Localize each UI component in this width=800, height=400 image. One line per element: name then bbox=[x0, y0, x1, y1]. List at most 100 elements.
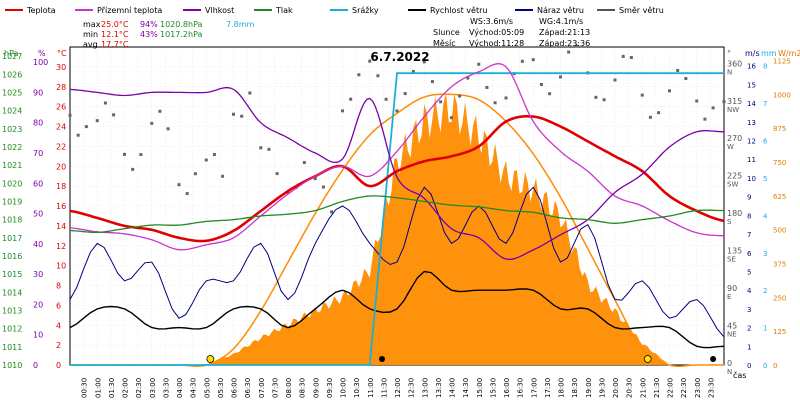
series-line-teplota bbox=[69, 115, 725, 243]
dir-letter-label: N bbox=[727, 68, 732, 76]
wm2-tick-label: 500 bbox=[773, 227, 786, 235]
wind-direction-point bbox=[485, 85, 489, 89]
c-tick-label: 28 bbox=[56, 83, 66, 92]
c-tick-label: 24 bbox=[56, 123, 66, 132]
mm-tick-label: 6 bbox=[763, 138, 768, 146]
time-tick-label: 03:30 bbox=[162, 378, 170, 398]
c-tick-label: 20 bbox=[56, 162, 66, 171]
legend-label: Směr větru bbox=[619, 6, 664, 15]
time-unit: čas bbox=[733, 370, 746, 380]
wind-direction-point bbox=[150, 121, 154, 125]
wind-direction-point bbox=[575, 44, 579, 48]
time-tick-label: 18:30 bbox=[571, 378, 579, 398]
wind-direction-point bbox=[668, 89, 671, 93]
time-tick-label: 18:00 bbox=[558, 378, 566, 398]
ms-tick-label: 16 bbox=[747, 63, 756, 71]
wm2-tick-label: 250 bbox=[773, 294, 786, 302]
solar-measured-area bbox=[70, 93, 724, 366]
moon-label: Měsíc bbox=[433, 39, 456, 48]
dir-tick-label: 270 bbox=[727, 134, 742, 143]
wm2-tick-label: 375 bbox=[773, 261, 786, 269]
c-unit: °C bbox=[57, 49, 67, 58]
ms-tick-label: 7 bbox=[747, 231, 751, 239]
time-tick-label: 04:00 bbox=[176, 378, 184, 398]
time-tick-label: 16:00 bbox=[503, 378, 511, 398]
series-line-vlhkost bbox=[69, 87, 725, 260]
wind-direction-point bbox=[123, 152, 126, 156]
time-tick-label: 21:30 bbox=[653, 378, 661, 398]
max-label: max bbox=[83, 20, 101, 29]
mm-tick-label: 7 bbox=[763, 100, 767, 108]
wind-direction-point bbox=[477, 62, 481, 66]
wm2-tick-label: 750 bbox=[773, 159, 786, 167]
wind-direction-point bbox=[648, 115, 652, 119]
mm-tick-label: 8 bbox=[763, 63, 767, 71]
wind-direction-point bbox=[232, 112, 235, 116]
c-tick-label: 2 bbox=[56, 341, 61, 350]
pct-unit: % bbox=[38, 49, 46, 58]
min-temp: 12.1°C bbox=[101, 30, 129, 39]
pct-tick-label: 20 bbox=[33, 300, 43, 309]
ms-tick-label: 4 bbox=[747, 287, 752, 295]
wind-direction-point bbox=[559, 75, 562, 79]
time-tick-label: 04:30 bbox=[190, 378, 198, 398]
dir-tick-label: 315 bbox=[727, 97, 742, 106]
dir-tick-label: 135 bbox=[727, 247, 742, 256]
wm2-tick-label: 1000 bbox=[773, 91, 791, 99]
wm2-tick-label: 1125 bbox=[773, 58, 791, 66]
hpa-tick-label: 1010 bbox=[2, 361, 22, 370]
wind-direction-point bbox=[384, 97, 388, 101]
axis-ticks: 1027102610251024102310221021102010191018… bbox=[2, 52, 791, 398]
mm-tick-label: 0 bbox=[763, 362, 767, 370]
pct-tick-label: 30 bbox=[33, 270, 43, 279]
wind-direction-point bbox=[594, 95, 598, 99]
ms-tick-label: 2 bbox=[747, 325, 751, 333]
mm-unit: mm bbox=[761, 49, 777, 58]
legend-label: Náraz větru bbox=[537, 6, 584, 15]
time-tick-label: 10:30 bbox=[353, 378, 361, 398]
ms-tick-label: 3 bbox=[747, 306, 751, 314]
time-tick-label: 06:30 bbox=[244, 378, 252, 398]
axis-units: hPa % °C ° m/s mm W/m2 čas bbox=[4, 49, 800, 380]
mm-tick-label: 3 bbox=[763, 250, 767, 258]
time-tick-label: 20:00 bbox=[612, 378, 620, 398]
wind-direction-point bbox=[368, 59, 372, 63]
legend-label: Srážky bbox=[352, 6, 379, 15]
dir-letter-label: SW bbox=[727, 181, 738, 189]
time-tick-label: 09:00 bbox=[312, 378, 320, 398]
hpa-tick-label: 1022 bbox=[2, 143, 22, 152]
wind-direction-point bbox=[422, 60, 426, 64]
moonset-marker bbox=[710, 356, 717, 362]
wind-direction-point bbox=[567, 50, 571, 54]
moonrise-marker bbox=[379, 356, 386, 362]
hpa-tick-label: 1019 bbox=[2, 197, 22, 206]
time-tick-label: 08:30 bbox=[299, 378, 307, 398]
pct-tick-label: 70 bbox=[33, 149, 43, 158]
mm-tick-label: 2 bbox=[763, 287, 767, 295]
ms-tick-label: 11 bbox=[747, 156, 756, 164]
wind-direction-point bbox=[430, 80, 434, 84]
pct-tick-label: 50 bbox=[33, 210, 43, 219]
wind-direction-point bbox=[185, 192, 189, 196]
rain-line bbox=[70, 72, 724, 366]
wind-direction-point bbox=[259, 146, 263, 150]
wind-direction-point bbox=[330, 210, 334, 214]
wind-direction-point bbox=[466, 76, 470, 80]
time-tick-label: 17:30 bbox=[544, 378, 552, 398]
wm2-unit: W/m2 bbox=[778, 49, 800, 58]
wind-direction-point bbox=[613, 78, 617, 82]
ms-tick-label: 1 bbox=[747, 343, 751, 351]
c-tick-label: 18 bbox=[56, 182, 66, 191]
dir-letter-label: SE bbox=[727, 256, 736, 264]
time-tick-label: 15:00 bbox=[476, 378, 484, 398]
sun-label: Slunce bbox=[433, 28, 460, 37]
series-layer bbox=[69, 63, 725, 366]
avg-label: avg bbox=[83, 40, 98, 49]
hpa-tick-label: 1017 bbox=[2, 234, 22, 243]
wind-direction-point bbox=[95, 119, 99, 123]
ms-tick-label: 10 bbox=[747, 175, 756, 183]
ms-tick-label: 13 bbox=[747, 119, 756, 127]
hpa-tick-label: 1018 bbox=[2, 216, 22, 225]
